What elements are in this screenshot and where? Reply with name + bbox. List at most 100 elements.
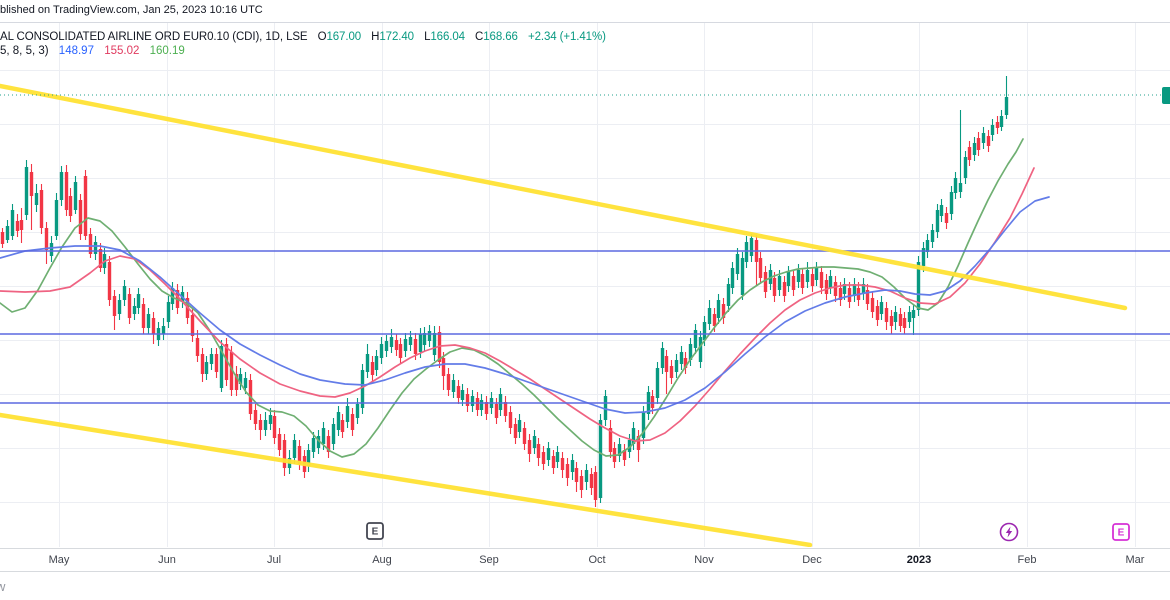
candle-body [64, 172, 69, 210]
candle-body [712, 314, 717, 326]
candle-body [902, 318, 907, 328]
candle-body [34, 193, 39, 205]
candle-body [161, 326, 166, 334]
axis-label-jun[interactable]: Jun [158, 554, 176, 566]
candle-body [842, 284, 847, 294]
ma-line-blue [0, 196, 1050, 414]
candle-body [898, 314, 903, 326]
candle-body [258, 420, 263, 430]
candle-body [136, 294, 141, 308]
candle-body [693, 330, 698, 348]
candle-body [579, 476, 584, 490]
candle-body [214, 354, 219, 372]
change-value: +2.34 (+1.41%) [527, 31, 606, 43]
candle-body [889, 316, 894, 326]
candle-body [151, 318, 156, 334]
axis-label-aug[interactable]: Aug [372, 554, 392, 566]
candle-body [617, 444, 622, 456]
candle-body [253, 410, 258, 424]
candle-body [190, 315, 195, 336]
candle-body [427, 331, 432, 341]
candle-body [814, 268, 819, 280]
candle-body [122, 286, 127, 300]
candle-body [560, 458, 565, 470]
candle-body [311, 438, 316, 452]
candle-body [810, 274, 815, 286]
candle-body [98, 249, 103, 268]
indicator-legend[interactable]: 5, 8, 5, 3) 148.97 155.02 160.19 [0, 45, 192, 57]
axis-label-2023[interactable]: 2023 [906, 554, 932, 566]
candle-body [669, 366, 674, 378]
candle-body [730, 268, 735, 288]
ma-value-pink: 155.02 [104, 45, 140, 57]
trendline-upper-descending[interactable] [0, 83, 1128, 311]
candle-body [740, 258, 745, 295]
candle-body [345, 406, 350, 422]
candle-body [907, 312, 912, 322]
candle-body [702, 322, 707, 340]
candle-body [622, 450, 627, 460]
lightning-glyph [1005, 526, 1013, 538]
candle-body [963, 157, 968, 178]
candle-body [243, 378, 248, 388]
candle-body [508, 412, 513, 428]
candle-body [546, 448, 551, 460]
candle-body [749, 238, 754, 256]
candle-body [631, 428, 636, 444]
candle-body [763, 272, 768, 292]
candle-body [5, 226, 10, 240]
axis-label-jul[interactable]: Jul [266, 554, 282, 566]
candle-body [446, 374, 451, 390]
candle-body [15, 221, 20, 231]
candle-body [879, 302, 884, 314]
candle-body [10, 210, 15, 236]
axis-label-may[interactable]: May [48, 554, 70, 566]
candle-body [117, 300, 122, 314]
candle-body [229, 352, 234, 390]
candle-body [981, 133, 986, 143]
candle-body [660, 348, 665, 368]
candle-body [49, 243, 54, 256]
candle-body [999, 116, 1004, 127]
axis-label-mar[interactable]: Mar [1125, 554, 1145, 566]
candle-body [636, 436, 641, 450]
candle-body [972, 143, 977, 155]
watermark-partial: w [0, 579, 6, 594]
candle-body [394, 340, 399, 350]
candle-body [925, 240, 930, 252]
candle-body [986, 136, 991, 146]
candle-body [292, 440, 297, 458]
candle-body [204, 362, 209, 374]
axis-label-oct[interactable]: Oct [588, 554, 606, 566]
candle-body [374, 356, 379, 370]
candle-body [39, 190, 44, 228]
candle-body [555, 452, 560, 462]
axis-label-nov[interactable]: Nov [694, 554, 714, 566]
candle-body [828, 276, 833, 288]
earnings-letter: E [372, 527, 379, 538]
earnings-icon[interactable]: E [366, 522, 384, 540]
trendline-lower-descending[interactable] [0, 412, 813, 547]
candle-body [238, 374, 243, 384]
candle-body [916, 262, 921, 310]
time-axis[interactable]: May Jun Jul Aug Sep Oct Nov Dec 2023 Feb Mar [0, 548, 1170, 572]
candle-body [408, 337, 413, 345]
candle-body [593, 472, 598, 500]
earnings-icon[interactable]: E [1112, 523, 1130, 541]
candle-body [990, 125, 995, 135]
ma-line-pink [0, 167, 1035, 442]
candle-body [800, 274, 805, 288]
alert-icon[interactable] [999, 522, 1019, 542]
symbol-title[interactable]: AL CONSOLIDATED AIRLINE ORD EUR0.10 (CDI… [0, 31, 308, 43]
candle-body [884, 308, 889, 322]
axis-label-feb[interactable]: Feb [1017, 554, 1037, 566]
footer-strip: w [0, 573, 1170, 600]
candle-body [336, 412, 341, 430]
axis-label-sep[interactable]: Sep [479, 554, 499, 566]
axis-label-dec[interactable]: Dec [802, 554, 822, 566]
candle-body [73, 182, 78, 210]
candle-body [441, 358, 446, 376]
candle-body [603, 396, 608, 420]
